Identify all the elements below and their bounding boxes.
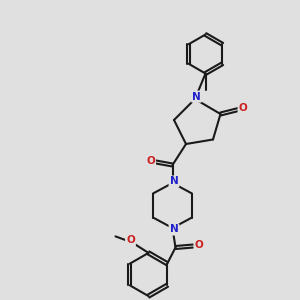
Text: N: N — [169, 176, 178, 187]
Text: N: N — [192, 92, 201, 102]
Text: O: O — [146, 155, 155, 166]
Text: O: O — [126, 235, 135, 245]
Text: N: N — [169, 224, 178, 235]
Text: O: O — [238, 103, 247, 113]
Text: O: O — [194, 240, 203, 250]
